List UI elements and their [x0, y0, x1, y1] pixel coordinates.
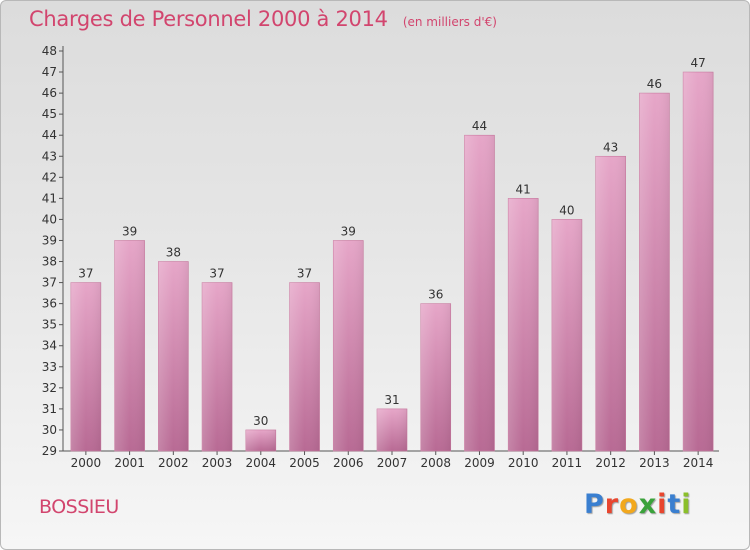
x-tick-label: 2010 [508, 456, 539, 470]
y-tick-label: 40 [42, 212, 57, 226]
bar-shade-2013 [639, 93, 670, 452]
logo-letter: i [681, 489, 692, 520]
bar-shade-2012 [595, 156, 626, 451]
y-tick-label: 38 [42, 255, 57, 269]
bar-shade-2001 [114, 240, 145, 451]
bar-shade-2000 [70, 282, 101, 451]
bar-shade-2002 [158, 261, 189, 451]
value-label: 36 [428, 288, 443, 302]
bar-shade-2006 [333, 240, 364, 451]
bar-shade-2010 [508, 198, 539, 451]
logo-letter: P [584, 489, 605, 520]
bar-shade-2014 [683, 72, 714, 451]
value-label: 44 [472, 119, 487, 133]
y-tick-label: 41 [42, 191, 57, 205]
value-label: 47 [690, 56, 705, 70]
y-tick-label: 45 [42, 107, 57, 121]
y-tick-label: 35 [42, 318, 57, 332]
value-label: 39 [341, 224, 356, 238]
y-tick-label: 43 [42, 149, 57, 163]
x-tick-label: 2002 [158, 456, 189, 470]
y-tick-label: 48 [42, 44, 57, 58]
value-label: 41 [516, 182, 531, 196]
y-tick-label: 30 [42, 423, 57, 437]
y-tick-label: 46 [42, 86, 57, 100]
value-label: 37 [209, 267, 224, 281]
title-row: Charges de Personnel 2000 à 2014 (en mil… [29, 7, 497, 31]
chart-title: Charges de Personnel 2000 à 2014 [29, 7, 388, 31]
x-tick-label: 2004 [246, 456, 277, 470]
y-tick-label: 44 [42, 128, 57, 142]
x-tick-label: 2008 [420, 456, 451, 470]
bar-shade-2004 [245, 429, 276, 451]
x-tick-label: 2006 [333, 456, 364, 470]
y-tick-label: 39 [42, 233, 57, 247]
x-tick-label: 2009 [464, 456, 495, 470]
x-tick-label: 2003 [202, 456, 233, 470]
value-label: 46 [647, 77, 662, 91]
y-tick-label: 33 [42, 360, 57, 374]
bar-shade-2007 [377, 408, 407, 451]
logo-letter: x [638, 489, 658, 520]
y-tick-label: 47 [42, 65, 57, 79]
x-tick-label: 2005 [289, 456, 320, 470]
y-tick-label: 29 [42, 444, 57, 458]
x-tick-label: 2013 [639, 456, 670, 470]
value-label: 37 [78, 267, 93, 281]
x-tick-label: 2001 [114, 456, 145, 470]
bar-shade-2011 [551, 219, 582, 451]
bar-shade-2009 [464, 135, 495, 452]
logo-letter: o [619, 489, 639, 520]
x-tick-label: 2007 [377, 456, 408, 470]
x-tick-label: 2014 [683, 456, 714, 470]
logo-letter: r [604, 489, 620, 520]
axes: 29 30 31 32 33 34 35 36 37 38 39 40 41 42 43 44 45 46 47 48… [42, 44, 719, 470]
bar-shade-2008 [420, 303, 451, 451]
chart-unit: (en milliers d'€) [402, 15, 497, 29]
value-label: 43 [603, 140, 618, 154]
value-label: 38 [166, 246, 181, 260]
proxiti-logo[interactable]: Proxiti [584, 489, 692, 520]
value-label: 37 [297, 267, 312, 281]
x-tick-label: 2000 [71, 456, 102, 470]
y-tick-label: 36 [42, 297, 57, 311]
bars [70, 71, 714, 452]
y-tick-label: 32 [42, 381, 57, 395]
bar-shade-2003 [202, 282, 233, 451]
y-tick-label: 37 [42, 276, 57, 290]
y-tick-label: 31 [42, 402, 57, 416]
value-label: 31 [384, 393, 399, 407]
x-tick-label: 2011 [552, 456, 583, 470]
commune-name: BOSSIEU [39, 496, 119, 518]
logo-letter: i [657, 489, 668, 520]
y-tick-label: 42 [42, 170, 57, 184]
logo-letter: t [667, 489, 682, 520]
value-label: 39 [122, 224, 137, 238]
data-labels: 37 39 38 37 30 37 39 31 36 44 41 40 43 46 47 [78, 56, 706, 428]
x-tick-label: 2012 [595, 456, 626, 470]
value-label: 40 [559, 203, 574, 217]
bar-shade-2005 [289, 282, 320, 451]
value-label: 30 [253, 414, 268, 428]
y-tick-label: 34 [42, 339, 57, 353]
